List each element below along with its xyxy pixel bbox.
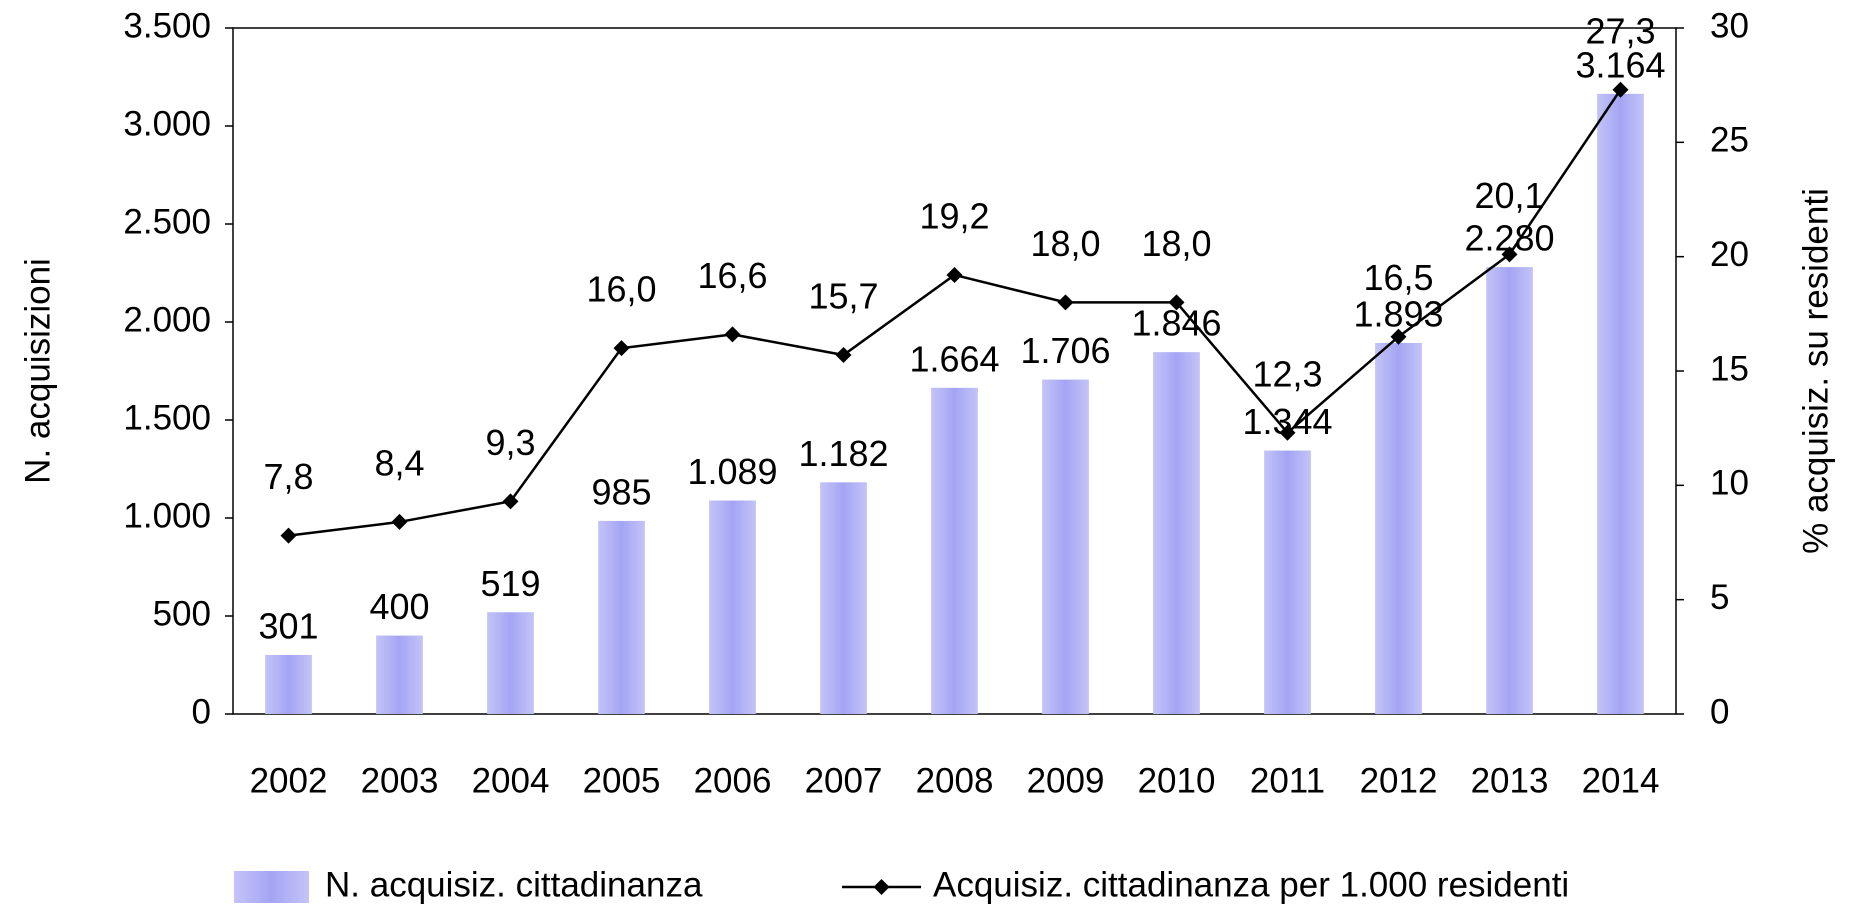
y-tick-label: 500 (153, 594, 211, 633)
data-label: 20,1 (1474, 175, 1544, 216)
legend-marker (873, 879, 890, 895)
y-axis-title: N. acquisizioni (18, 258, 57, 484)
data-label: 18,0 (1030, 223, 1100, 264)
x-tick-label: 2012 (1360, 761, 1438, 800)
bar-shade (1486, 267, 1533, 714)
bar-shade (931, 387, 978, 714)
y2-tick-label: 10 (1710, 464, 1749, 503)
bar-shade (487, 612, 534, 714)
x-tick-label: 2011 (1250, 761, 1325, 800)
data-label: 3.164 (1575, 44, 1665, 85)
data-label: 9,3 (485, 422, 535, 463)
marker (1057, 294, 1074, 311)
y2-tick-label: 0 (1710, 692, 1729, 731)
x-tick-label: 2005 (583, 761, 661, 800)
data-label: 8,4 (374, 442, 424, 483)
data-label: 12,3 (1252, 353, 1322, 394)
y-tick-label: 3.500 (123, 6, 211, 45)
bar-shade (709, 500, 756, 714)
marker (1612, 81, 1629, 98)
x-tick-label: 2003 (361, 761, 439, 800)
bar-shade (820, 482, 867, 714)
data-label: 519 (480, 563, 540, 604)
bar-shade (1375, 342, 1422, 714)
marker (835, 346, 852, 363)
bar-shade (376, 635, 423, 714)
bar-shade (598, 520, 645, 714)
data-label: 1.846 (1131, 303, 1221, 344)
legend-swatch-shade (234, 871, 309, 903)
data-label: 18,0 (1141, 223, 1211, 264)
marker (391, 513, 408, 530)
bar-shade (1153, 352, 1200, 714)
data-label: 1.893 (1353, 293, 1443, 334)
y2-tick-label: 25 (1710, 121, 1749, 160)
y-tick-label: 2.500 (123, 202, 211, 241)
data-label: 985 (591, 471, 651, 512)
x-tick-label: 2004 (472, 761, 550, 800)
x-tick-label: 2006 (694, 761, 772, 800)
marker (1168, 294, 1185, 311)
data-label: 2.280 (1464, 218, 1554, 259)
y-tick-label: 2.000 (123, 300, 211, 339)
bar-shade (1597, 93, 1644, 714)
y2-tick-label: 20 (1710, 235, 1749, 274)
marker (946, 266, 963, 283)
legend-label: N. acquisiz. cittadinanza (325, 865, 703, 904)
data-label: 16,6 (697, 255, 767, 296)
y2-tick-label: 30 (1710, 6, 1749, 45)
data-label: 1.089 (687, 451, 777, 492)
bar-shade (265, 655, 312, 714)
y2-tick-label: 15 (1710, 349, 1749, 388)
data-label: 1.182 (798, 433, 888, 474)
x-tick-label: 2009 (1027, 761, 1105, 800)
bar-shade (1264, 450, 1311, 714)
data-label: 19,2 (919, 195, 989, 236)
data-label: 27,3 (1585, 10, 1655, 51)
data-label: 7,8 (263, 456, 313, 497)
data-label: 1.664 (909, 338, 999, 379)
marker (724, 326, 741, 343)
x-tick-label: 2010 (1138, 761, 1216, 800)
x-tick-label: 2007 (805, 761, 883, 800)
marker (1390, 328, 1407, 345)
bar-shade (1042, 379, 1089, 714)
data-label: 16,5 (1363, 257, 1433, 298)
x-tick-label: 2013 (1471, 761, 1549, 800)
y-tick-label: 1.000 (123, 496, 211, 535)
marker (280, 527, 297, 544)
data-label: 301 (258, 606, 318, 647)
marker (1279, 424, 1296, 441)
data-label: 15,7 (808, 276, 878, 317)
y-tick-label: 3.000 (123, 104, 211, 143)
y-tick-label: 1.500 (123, 398, 211, 437)
y2-tick-label: 5 (1710, 578, 1729, 617)
legend-label: Acquisiz. cittadinanza per 1.000 residen… (933, 865, 1569, 904)
data-label: 1.706 (1020, 330, 1110, 371)
x-tick-label: 2014 (1582, 761, 1660, 800)
x-tick-label: 2008 (916, 761, 994, 800)
data-label: 16,0 (586, 269, 656, 310)
x-tick-label: 2002 (250, 761, 328, 800)
data-label: 1.344 (1242, 401, 1332, 442)
marker (1501, 246, 1518, 263)
y2-axis-title: % acquisiz. su residenti (1796, 188, 1835, 554)
marker (502, 493, 519, 510)
y-tick-label: 0 (192, 692, 211, 731)
marker (613, 340, 630, 357)
data-label: 400 (369, 586, 429, 627)
